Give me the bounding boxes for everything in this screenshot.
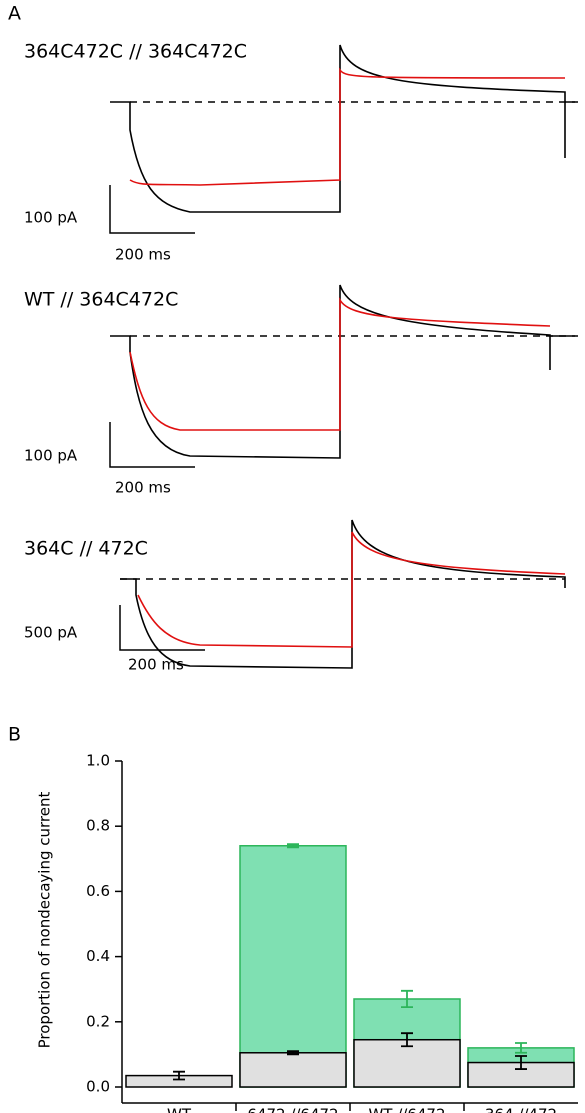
y-tick-label: 0.2 bbox=[86, 1012, 110, 1030]
trace-title: WT // 364C472C bbox=[24, 289, 178, 311]
error-bar bbox=[401, 989, 413, 1009]
bar bbox=[467, 1061, 575, 1088]
error-bar bbox=[287, 843, 299, 849]
error-bar bbox=[173, 1070, 185, 1081]
y-axis-label: Proportion of nondecaying current bbox=[36, 792, 54, 1049]
x-tick-label: 364 //472 bbox=[485, 1106, 557, 1113]
error-bar bbox=[515, 1055, 527, 1070]
y-tick-label: 0.0 bbox=[86, 1078, 110, 1096]
x-tick-label: WT //6472 bbox=[368, 1106, 445, 1113]
current-scale: 100 pA bbox=[24, 447, 78, 465]
panel-label: B bbox=[8, 724, 21, 746]
x-tick-label: WT bbox=[167, 1106, 192, 1113]
trace-red bbox=[129, 67, 566, 186]
trace-black bbox=[110, 44, 578, 213]
trace-black bbox=[110, 284, 578, 459]
scale-bar bbox=[119, 605, 205, 651]
time-scale: 200 ms bbox=[115, 479, 171, 497]
bar bbox=[239, 845, 347, 1088]
time-scale: 200 ms bbox=[115, 246, 171, 264]
y-tick-label: 0.8 bbox=[86, 817, 110, 835]
trace-red bbox=[137, 531, 566, 648]
current-scale: 100 pA bbox=[24, 209, 78, 227]
trace-black bbox=[120, 519, 566, 669]
error-bar bbox=[401, 1032, 413, 1048]
y-tick-label: 1.0 bbox=[86, 752, 110, 770]
error-bar bbox=[515, 1042, 527, 1054]
current-scale: 500 pA bbox=[24, 624, 78, 642]
error-bar bbox=[287, 1050, 299, 1056]
trace-title: 364C472C // 364C472C bbox=[24, 41, 247, 63]
time-scale: 200 ms bbox=[128, 656, 184, 674]
x-tick-label: 6472 //6472 bbox=[247, 1106, 338, 1113]
bar bbox=[239, 1052, 347, 1088]
y-tick-label: 0.6 bbox=[86, 882, 110, 900]
y-tick-label: 0.4 bbox=[86, 947, 110, 965]
bar bbox=[353, 1038, 461, 1088]
trace-red bbox=[129, 296, 551, 431]
scale-bar bbox=[109, 422, 195, 468]
panel-label: A bbox=[8, 3, 21, 25]
scale-bar bbox=[109, 185, 195, 234]
trace-title: 364C // 472C bbox=[24, 538, 148, 560]
